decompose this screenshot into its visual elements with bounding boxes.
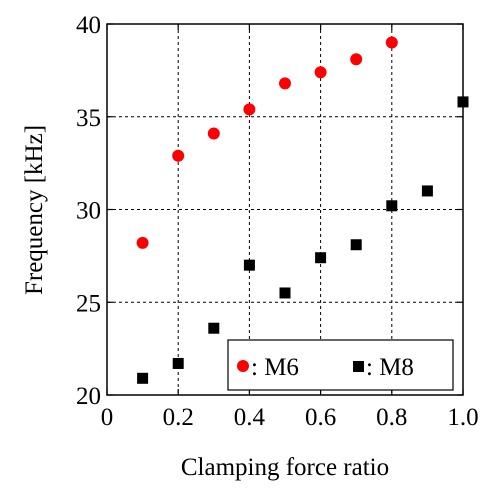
legend: : M6 : M8 [227,339,454,391]
legend-marker-m6 [237,360,249,372]
data-point-m8 [137,372,149,384]
y-axis-label: Frequency [kHz] [21,125,48,295]
x-tick-label: 1.0 [447,404,478,431]
data-point-m6 [279,77,291,90]
data-point-m8 [457,96,469,108]
x-tick-label: 0 [101,404,114,431]
data-point-m8 [386,200,398,212]
y-tick-label: 20 [76,383,101,410]
data-point-m6 [207,127,220,140]
data-point-m8 [208,322,220,334]
y-tick-label: 40 [76,12,101,39]
legend-label-m8: : M8 [366,354,414,381]
data-point-m8 [172,357,184,369]
x-tick-labels: 0 0.2 0.4 0.6 0.8 1.0 [101,404,479,431]
y-tick-labels: 20 25 30 35 40 [76,12,101,410]
data-point-m6 [136,236,149,249]
data-point-m6 [172,149,185,162]
data-point-m8 [243,259,255,271]
y-tick-label: 35 [76,105,101,132]
x-tick-label: 0.2 [163,404,194,431]
legend-label-m6: : M6 [251,354,299,381]
data-points [136,36,469,384]
data-point-m6 [385,36,398,49]
legend-box [227,339,454,391]
data-point-m8 [315,252,327,264]
legend-marker-m8 [353,361,364,372]
data-point-m8 [279,287,291,299]
data-point-m8 [350,239,362,251]
data-point-m6 [243,103,256,116]
grid-lines [107,24,463,395]
y-tick-label: 30 [76,198,101,225]
x-tick-label: 0.6 [305,404,336,431]
x-tick-label: 0.8 [376,404,407,431]
data-point-m6 [314,66,327,79]
data-point-m6 [350,53,363,66]
y-tick-label: 25 [76,290,101,317]
data-point-m8 [421,185,433,197]
x-tick-label: 0.4 [234,404,266,431]
x-axis-label: Clamping force ratio [181,454,389,481]
